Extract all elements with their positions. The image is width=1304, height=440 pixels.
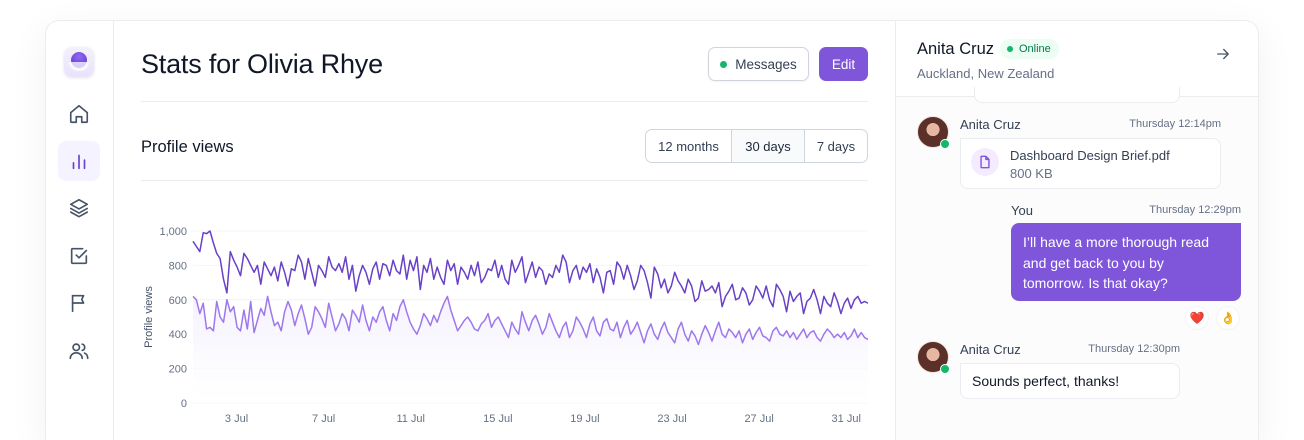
x-tick-label: 19 Jul bbox=[570, 413, 599, 425]
check-square-icon bbox=[70, 247, 88, 265]
message-bubble: I’ll have a more thorough read and get b… bbox=[1011, 223, 1241, 301]
y-tick-label: 800 bbox=[169, 260, 187, 272]
contact-name: Anita Cruz bbox=[917, 40, 995, 58]
chat-header: Anita Cruz Online Auckland, New Zealand bbox=[896, 21, 1258, 97]
y-axis-label: Profile views bbox=[143, 286, 155, 348]
sidebar-item-tasks[interactable] bbox=[58, 236, 100, 276]
online-status-dot bbox=[940, 139, 950, 149]
y-tick-label: 1,000 bbox=[159, 226, 187, 238]
message-time: Thursday 12:14pm bbox=[1129, 118, 1221, 130]
series-line-2 bbox=[192, 295, 868, 346]
y-tick-label: 200 bbox=[169, 364, 187, 376]
y-tick-label: 600 bbox=[169, 295, 187, 307]
contact-location: Auckland, New Zealand bbox=[917, 66, 1055, 81]
x-tick-label: 3 Jul bbox=[225, 413, 248, 425]
flag-icon bbox=[71, 294, 85, 313]
series-line-1 bbox=[192, 230, 868, 315]
close-panel-button[interactable] bbox=[1214, 45, 1232, 63]
online-status-dot bbox=[940, 364, 950, 374]
section-title: Profile views bbox=[141, 138, 234, 156]
x-tick-label: 23 Jul bbox=[657, 413, 686, 425]
range-12-months[interactable]: 12 months bbox=[646, 130, 732, 162]
avatar bbox=[917, 341, 950, 374]
message-bubble: Sounds perfect, thanks! bbox=[960, 363, 1180, 399]
avatar-image bbox=[917, 341, 949, 373]
message-sender: Anita Cruz bbox=[960, 342, 1021, 357]
message-sender: You bbox=[1011, 203, 1033, 218]
arrow-right-icon bbox=[1217, 48, 1229, 60]
status-dot bbox=[1007, 46, 1013, 52]
main-content: Stats for Olivia Rhye Messages Edit Prof… bbox=[141, 21, 868, 440]
range-30-days[interactable]: 30 days bbox=[732, 130, 805, 162]
layers-icon bbox=[69, 198, 89, 218]
x-tick-label: 15 Jul bbox=[483, 413, 512, 425]
page-title: Stats for Olivia Rhye bbox=[141, 49, 383, 79]
section-divider bbox=[141, 180, 868, 181]
profile-views-chart: 0 200 400 600 800 1,000 Profile views 3 Jul 7 Ju… bbox=[143, 226, 868, 425]
edit-button[interactable]: Edit bbox=[819, 47, 868, 81]
y-tick-label: 400 bbox=[169, 329, 187, 341]
users-icon bbox=[69, 343, 89, 360]
message-sender: Anita Cruz bbox=[960, 117, 1021, 132]
reaction-heart[interactable]: ❤️ bbox=[1185, 306, 1209, 330]
file-name: Dashboard Design Brief.pdf bbox=[1010, 148, 1170, 163]
app-window: Stats for Olivia Rhye Messages Edit Prof… bbox=[45, 20, 1259, 440]
sidebar-item-users[interactable] bbox=[58, 331, 100, 371]
series-area bbox=[193, 296, 868, 403]
app-logo[interactable] bbox=[64, 47, 94, 77]
sidebar-item-layers[interactable] bbox=[58, 188, 100, 228]
sidebar-item-reports[interactable] bbox=[58, 283, 100, 323]
chat-panel: Anita Cruz Online Auckland, New Zealand … bbox=[895, 21, 1258, 440]
y-tick-label: 0 bbox=[181, 398, 187, 410]
avatar bbox=[917, 116, 950, 149]
file-attachment[interactable]: Dashboard Design Brief.pdf 800 KB bbox=[960, 138, 1221, 189]
reaction-ok-hand[interactable]: 👌 bbox=[1216, 306, 1240, 330]
sidebar-item-stats[interactable] bbox=[58, 141, 100, 181]
x-tick-label: 27 Jul bbox=[744, 413, 773, 425]
header-divider bbox=[141, 101, 868, 102]
messages-button[interactable]: Messages bbox=[708, 47, 809, 81]
messages-button-label: Messages bbox=[735, 56, 797, 72]
bar-chart-icon bbox=[72, 154, 86, 170]
x-tick-label: 31 Jul bbox=[832, 413, 861, 425]
range-7-days[interactable]: 7 days bbox=[816, 138, 856, 154]
status-label: Online bbox=[1019, 43, 1051, 55]
home-icon bbox=[69, 104, 89, 124]
sidebar bbox=[46, 21, 114, 440]
previous-message-bubble bbox=[974, 87, 1180, 103]
file-icon bbox=[971, 148, 999, 176]
message-time: Thursday 12:29pm bbox=[1149, 204, 1241, 216]
range-selector: 12 months 30 days 7 days bbox=[645, 129, 868, 163]
file-size: 800 KB bbox=[1010, 166, 1053, 181]
online-dot bbox=[720, 60, 728, 68]
sidebar-item-home[interactable] bbox=[58, 94, 100, 134]
message-time: Thursday 12:30pm bbox=[1088, 343, 1180, 355]
status-badge: Online bbox=[1000, 39, 1059, 59]
x-tick-label: 7 Jul bbox=[312, 413, 335, 425]
x-tick-label: 11 Jul bbox=[396, 413, 425, 425]
